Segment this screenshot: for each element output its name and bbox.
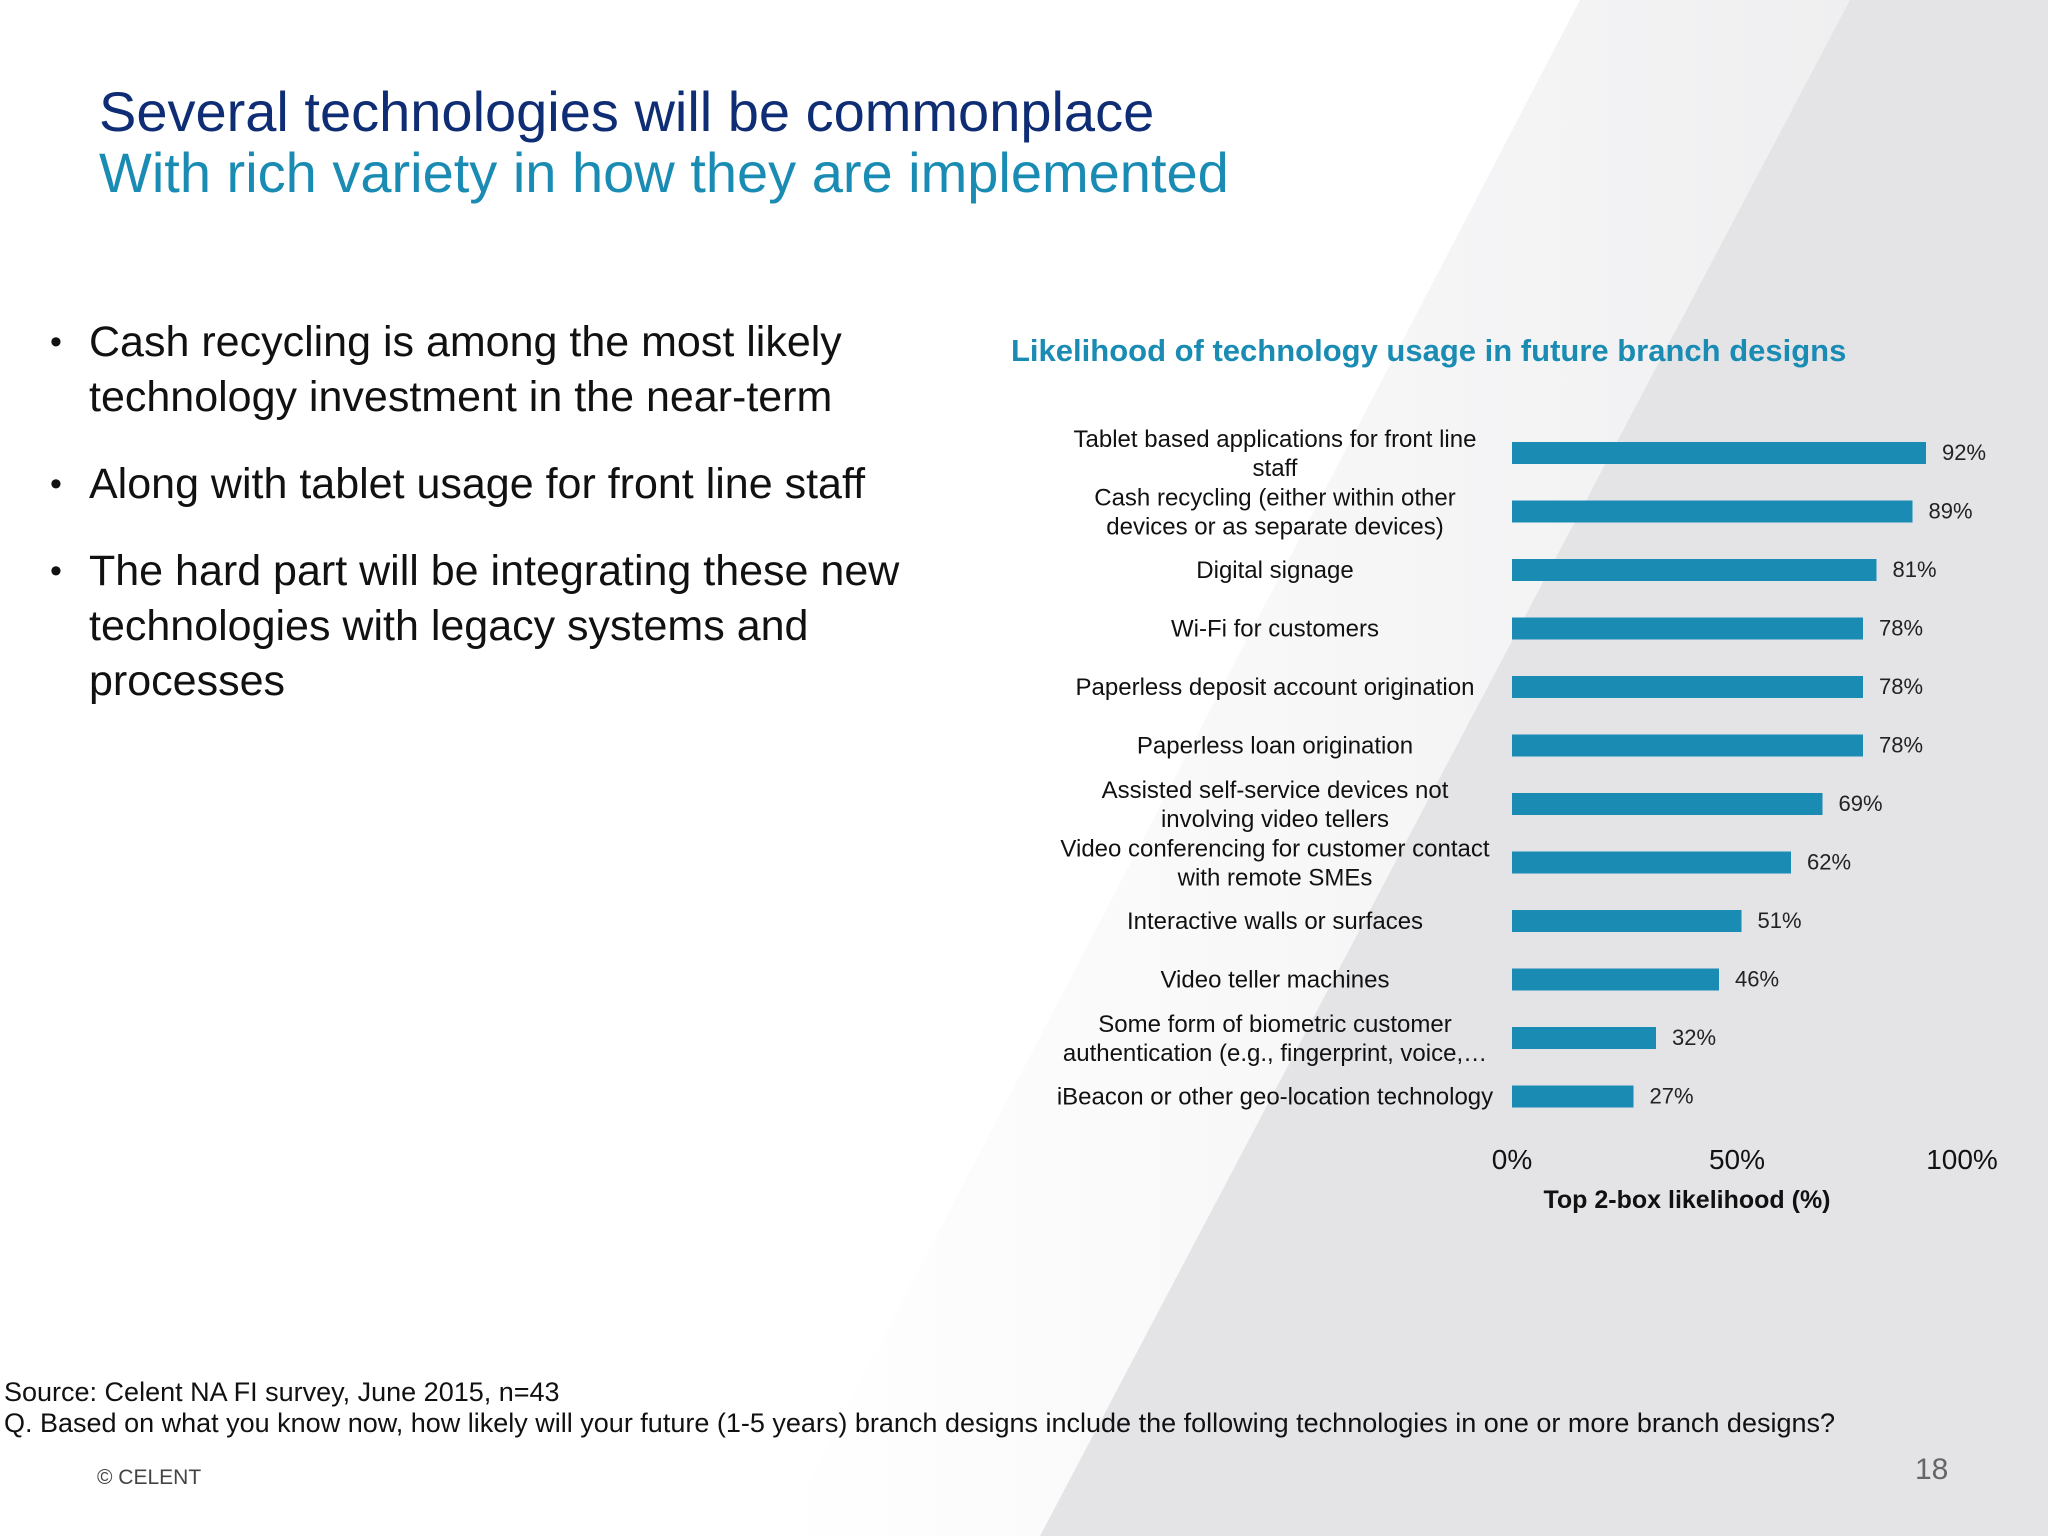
category-label-line: Some form of biometric customer bbox=[1098, 1011, 1451, 1038]
bar bbox=[1512, 1085, 1634, 1108]
x-axis-title: Top 2-box likelihood (%) bbox=[1543, 1186, 1830, 1214]
bullet-glyph: • bbox=[50, 323, 62, 361]
category-label-line: Interactive walls or surfaces bbox=[1127, 908, 1423, 935]
category-label-line: staff bbox=[1253, 455, 1298, 482]
bar bbox=[1512, 442, 1926, 464]
data-label: 81% bbox=[1893, 557, 1937, 582]
data-label: 51% bbox=[1758, 908, 1802, 933]
bullet-text: Along with tablet usage for front line s… bbox=[89, 460, 866, 508]
category-label: Tablet based applications for front line… bbox=[1074, 426, 1477, 482]
source-text: Source: Celent NA FI survey, June 2015, … bbox=[4, 1377, 560, 1407]
category-label: Cash recycling (either within other devic… bbox=[1094, 485, 1456, 541]
bar bbox=[1512, 617, 1863, 640]
data-label: 46% bbox=[1735, 967, 1779, 992]
bar bbox=[1512, 910, 1742, 932]
data-label: 89% bbox=[1929, 499, 1973, 524]
data-label: 69% bbox=[1839, 791, 1883, 816]
data-label: 27% bbox=[1650, 1084, 1694, 1109]
category-label-line: Wi-Fi for customers bbox=[1171, 616, 1379, 643]
bar bbox=[1512, 500, 1913, 523]
bullet-text: Cash recycling is among the most likely … bbox=[89, 318, 842, 421]
slide-subtitle: With rich variety in how they are implem… bbox=[99, 141, 1229, 204]
question-text: Q. Based on what you know now, how likel… bbox=[4, 1408, 1836, 1438]
category-label: Wi-Fi for customers bbox=[1171, 616, 1379, 643]
bar bbox=[1512, 734, 1863, 757]
category-label: Some form of biometric customer authentic… bbox=[1063, 1011, 1487, 1067]
category-label-line: involving video tellers bbox=[1161, 806, 1389, 833]
bar bbox=[1512, 968, 1719, 991]
category-label: Paperless loan origination bbox=[1137, 733, 1413, 760]
slide-title: Several technologies will be commonplace bbox=[99, 80, 1155, 143]
bullet-glyph: • bbox=[50, 465, 62, 503]
bullet-item: • The hard part will be integrating these… bbox=[50, 544, 970, 709]
category-label-line: with remote SMEs bbox=[1177, 865, 1373, 892]
bar-chart: 92% Tablet based applications for front l… bbox=[1057, 426, 1998, 1214]
data-label: 78% bbox=[1879, 674, 1923, 699]
category-label-line: Video teller machines bbox=[1160, 967, 1389, 994]
bullet-list: • Cash recycling is among the most likely… bbox=[50, 315, 970, 741]
category-label-line: devices or as separate devices) bbox=[1106, 514, 1444, 541]
data-label: 62% bbox=[1807, 850, 1851, 875]
category-label: Paperless deposit account origination bbox=[1076, 674, 1475, 701]
x-tick-label: 50% bbox=[1709, 1144, 1765, 1175]
category-label-line: Paperless loan origination bbox=[1137, 733, 1413, 760]
bullet-text: The hard part will be integrating these … bbox=[89, 547, 900, 705]
category-label-line: Paperless deposit account origination bbox=[1076, 674, 1475, 701]
bullet-item: • Cash recycling is among the most likely… bbox=[50, 315, 970, 425]
bar bbox=[1512, 1027, 1656, 1049]
category-label: Video conferencing for customer contact w… bbox=[1060, 836, 1489, 892]
data-label: 92% bbox=[1942, 440, 1986, 465]
source-note: Source: Celent NA FI survey, June 2015, … bbox=[4, 1377, 1835, 1439]
copyright: © CELENT bbox=[97, 1466, 202, 1489]
category-label-line: Assisted self-service devices not bbox=[1102, 777, 1449, 804]
category-label-line: Digital signage bbox=[1196, 557, 1353, 584]
page-number: 18 bbox=[1915, 1453, 1949, 1486]
data-label: 32% bbox=[1672, 1025, 1716, 1050]
category-label-line: Video conferencing for customer contact bbox=[1060, 836, 1489, 863]
bar bbox=[1512, 559, 1877, 581]
data-label: 78% bbox=[1879, 616, 1923, 641]
x-tick-label: 100% bbox=[1926, 1144, 1998, 1175]
bullet-item: • Along with tablet usage for front line … bbox=[50, 457, 970, 512]
category-label: Assisted self-service devices not involvi… bbox=[1102, 777, 1449, 833]
category-label-line: iBeacon or other geo-location technology bbox=[1057, 1084, 1493, 1111]
category-label-line: Tablet based applications for front line bbox=[1074, 426, 1477, 453]
x-tick-label: 0% bbox=[1492, 1144, 1532, 1175]
bullet-glyph: • bbox=[50, 552, 62, 590]
category-label: iBeacon or other geo-location technology bbox=[1057, 1084, 1493, 1111]
category-label: Digital signage bbox=[1196, 557, 1353, 584]
bar bbox=[1512, 676, 1863, 698]
bar bbox=[1512, 793, 1823, 815]
category-label-line: Cash recycling (either within other bbox=[1094, 485, 1456, 512]
bar bbox=[1512, 851, 1791, 874]
chart-title: Likelihood of technology usage in future… bbox=[1011, 333, 1847, 368]
data-label: 78% bbox=[1879, 733, 1923, 758]
category-label-line: authentication (e.g., fingerprint, voice… bbox=[1063, 1040, 1487, 1067]
category-label: Video teller machines bbox=[1160, 967, 1389, 994]
category-label: Interactive walls or surfaces bbox=[1127, 908, 1423, 935]
